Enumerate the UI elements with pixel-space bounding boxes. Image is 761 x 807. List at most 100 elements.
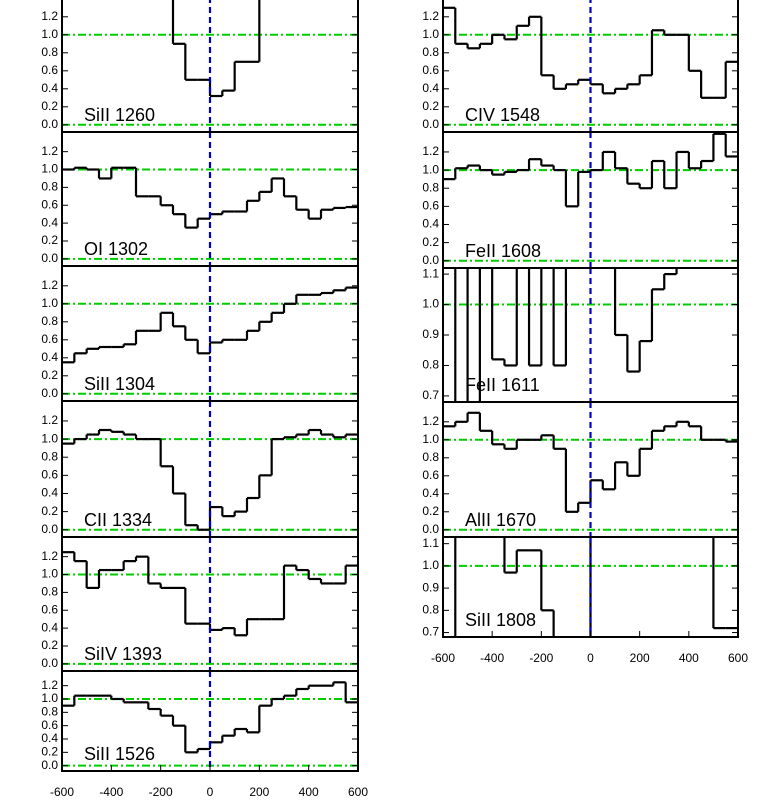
y-tick-label: 1.0	[41, 691, 58, 705]
x-tick-label: -200	[529, 651, 553, 665]
panel-title: SiII 1260	[84, 105, 155, 125]
x-tick-label: -600	[431, 651, 455, 665]
panel-title: FeII 1611	[465, 375, 540, 395]
x-tick-label: 200	[249, 785, 269, 799]
panel-title: SiII 1526	[84, 744, 155, 764]
y-tick-label: 0.8	[41, 180, 58, 194]
y-tick-label: 0.8	[422, 358, 439, 372]
y-tick-label: 0.0	[41, 386, 58, 400]
y-tick-label: 0.6	[41, 718, 58, 732]
y-tick-label: 1.0	[41, 27, 58, 41]
y-tick-label: 0.6	[422, 63, 439, 77]
y-tick-label: 1.0	[41, 567, 58, 581]
y-tick-label: 0.4	[41, 81, 58, 95]
y-tick-label: 1.0	[422, 558, 439, 572]
y-tick-label: 0.2	[41, 504, 58, 518]
panel: 0.0 0.2 0.4 0.6 0.8 1.0 1.2 SiIV 1393	[41, 536, 359, 672]
x-tick-label: 0	[587, 651, 594, 665]
y-tick-label: 0.8	[41, 314, 58, 328]
y-tick-label: 0.0	[422, 253, 439, 267]
x-tick-label: 400	[299, 785, 319, 799]
y-tick-label: 0.6	[422, 468, 439, 482]
panel: 0.0 0.2 0.4 0.6 0.8 1.0 1.2 SiII 1304	[41, 265, 359, 402]
y-tick-label: 1.2	[41, 413, 58, 427]
plot-area	[62, 537, 358, 671]
y-tick-label: 0.6	[41, 602, 58, 616]
x-tick-label: 200	[630, 651, 650, 665]
y-tick-label: 0.6	[422, 199, 439, 213]
y-tick-label: 1.2	[41, 549, 58, 563]
plot-area	[62, 266, 358, 401]
plot-area	[62, 0, 358, 132]
plot-area	[443, 268, 738, 402]
y-tick-label: 0.0	[41, 251, 58, 265]
plot-area	[62, 132, 358, 266]
y-tick-label: 0.4	[41, 486, 58, 500]
panel-title: FeII 1608	[465, 241, 541, 261]
y-tick-label: 0.2	[41, 745, 58, 759]
y-tick-label: 0.2	[41, 233, 58, 247]
y-tick-label: 0.0	[422, 117, 439, 131]
y-tick-label: 0.8	[41, 449, 58, 463]
y-tick-label: 1.0	[41, 431, 58, 445]
panel: 0.00.20.40.60.81.01.2 -600 -400 -200 0 200 400…	[41, 670, 368, 799]
plot-area	[62, 401, 358, 537]
panel-title: SiII 1808	[465, 610, 536, 630]
plot-area	[443, 132, 738, 268]
y-tick-label: 0.8	[422, 603, 439, 617]
y-tick-label: 0.8	[422, 450, 439, 464]
y-tick-label: 0.8	[41, 705, 58, 719]
y-tick-label: 0.6	[41, 197, 58, 211]
panel-title: SiII 1304	[84, 374, 155, 394]
panel: 0.0 0.2 0.4 0.6 0.8 1.0 1.2 OI 1302	[41, 131, 359, 267]
panel: 0.0 0.2 0.4 0.6 0.8 1.0 1.2 FeII 1608	[422, 131, 739, 269]
y-tick-label: 0.7	[422, 625, 439, 639]
y-tick-label: 0.8	[41, 45, 58, 59]
y-tick-label: 1.0	[422, 162, 439, 176]
plot-area	[443, 537, 738, 637]
y-tick-label: 1.0	[422, 27, 439, 41]
y-tick-label: 1.2	[41, 9, 58, 23]
panel-title: SiIV 1393	[84, 644, 162, 664]
y-tick-label: 0.2	[422, 504, 439, 518]
y-tick-label: 0.2	[41, 368, 58, 382]
y-tick-label: 0.2	[41, 99, 58, 113]
y-tick-label: 0.2	[422, 99, 439, 113]
y-tick-label: 0.2	[41, 638, 58, 652]
y-tick-label: 0.9	[422, 580, 439, 594]
y-tick-label: 0.0	[41, 117, 58, 131]
y-tick-label: 1.0	[41, 162, 58, 176]
y-tick-label: 1.0	[41, 296, 58, 310]
x-tick-label: -200	[149, 785, 173, 799]
y-tick-label: 0.4	[41, 215, 58, 229]
x-tick-label: 0	[207, 785, 214, 799]
y-tick-label: 0.7	[422, 388, 439, 402]
y-tick-label: 0.4	[422, 217, 439, 231]
panel-title: AlII 1670	[465, 510, 536, 530]
panel-title: CII 1334	[84, 510, 152, 530]
y-tick-label: 0.6	[41, 63, 58, 77]
plot-area	[443, 402, 738, 537]
x-tick-label: -400	[480, 651, 504, 665]
panel: 0.0 0.2 0.4 0.6 0.8 1.0 1.2 AlII 1670	[422, 401, 739, 538]
y-tick-label: 1.2	[422, 414, 439, 428]
panel-title: CIV 1548	[465, 105, 540, 125]
x-tick-label: -600	[50, 785, 74, 799]
panel-title: OI 1302	[84, 239, 148, 259]
y-tick-label: 1.2	[41, 678, 58, 692]
y-tick-label: 1.2	[422, 144, 439, 158]
y-tick-label: 0.0	[41, 758, 58, 772]
y-tick-label: 0.4	[422, 486, 439, 500]
y-tick-label: 0.0	[422, 522, 439, 536]
y-tick-label: 1.1	[422, 536, 439, 550]
y-tick-label: 0.6	[41, 332, 58, 346]
y-tick-label: 0.4	[422, 81, 439, 95]
y-tick-label: 1.1	[422, 266, 439, 280]
y-tick-label: 0.4	[41, 350, 58, 364]
panel: 0.0 0.2 0.4 0.6 0.8 1.0 1.2 CIV 1548	[422, 0, 739, 133]
y-tick-label: 1.0	[422, 432, 439, 446]
x-tick-label: 600	[728, 651, 748, 665]
y-tick-label: 1.2	[41, 278, 58, 292]
panel: 0.0 0.2 0.4 0.6 0.8 1.0 1.2 SiII 1260	[41, 0, 359, 133]
